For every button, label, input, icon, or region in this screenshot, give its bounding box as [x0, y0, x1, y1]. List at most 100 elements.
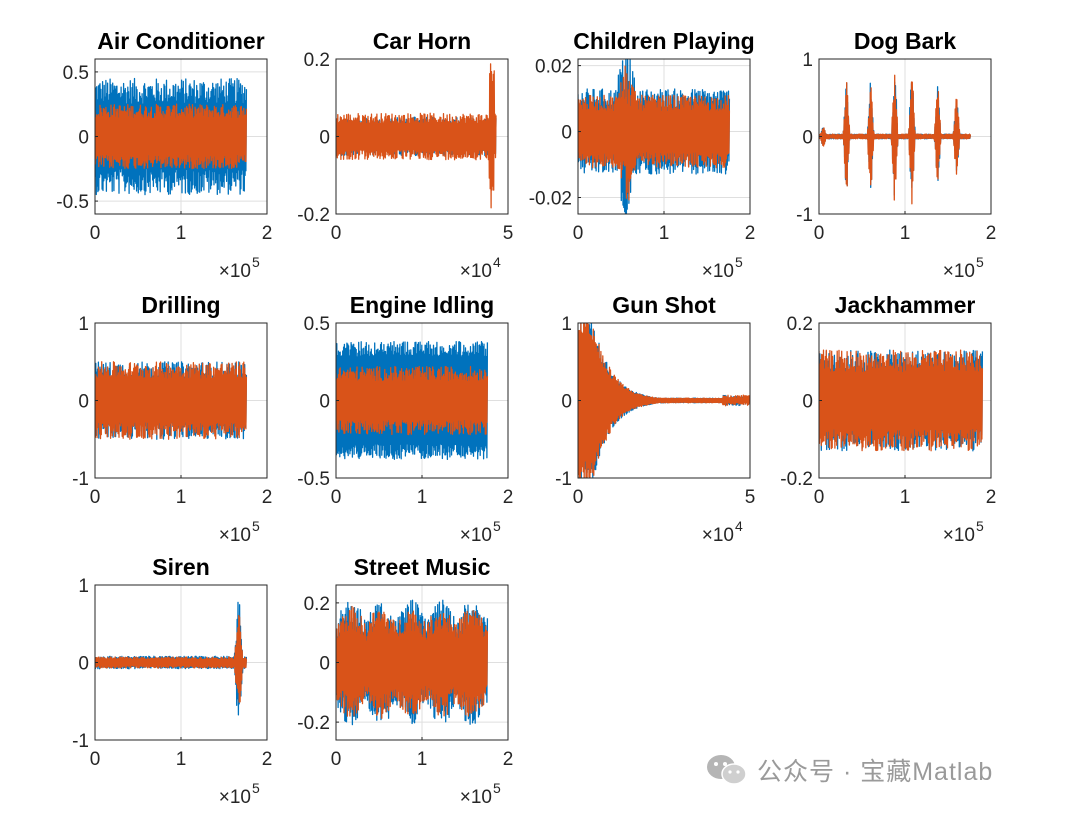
y-tick-label: 1: [561, 314, 572, 335]
plot-title: Gun Shot: [612, 292, 716, 318]
waveforms: [578, 59, 731, 214]
series-line-channel-2: [95, 361, 248, 440]
x-tick-label: 0: [814, 223, 825, 244]
plot-title: Jackhammer: [835, 292, 976, 318]
x-scale-factor: ×10: [702, 525, 734, 546]
x-scale-exponent: 4: [493, 254, 501, 270]
y-tick-label: 0: [561, 392, 572, 413]
x-tick-label: 0: [331, 223, 342, 244]
y-tick-label: 0: [802, 128, 813, 149]
waveforms: [336, 599, 489, 726]
y-tick-label: 0.2: [304, 50, 330, 71]
series-line-channel-2: [578, 323, 750, 478]
y-tick-label: 0: [78, 392, 89, 413]
x-tick-label: 5: [745, 487, 756, 508]
x-scale-exponent: 5: [252, 254, 260, 270]
x-tick-label: 1: [900, 487, 911, 508]
series-line-channel-2: [336, 605, 489, 719]
x-tick-label: 2: [986, 223, 997, 244]
y-tick-label: 0: [78, 128, 89, 149]
x-scale-factor: ×10: [219, 525, 251, 546]
x-scale-factor: ×10: [460, 525, 492, 546]
y-tick-label: 0: [802, 392, 813, 413]
x-tick-label: 0: [573, 487, 584, 508]
x-scale-exponent: 5: [976, 518, 984, 534]
x-tick-label: 1: [176, 749, 187, 770]
y-tick-label: 0.02: [535, 57, 572, 78]
plot-title: Engine Idling: [350, 292, 494, 318]
series-line-channel-2: [95, 103, 248, 170]
plot-title: Siren: [152, 554, 210, 580]
y-tick-label: 0.5: [63, 63, 89, 84]
x-scale-factor: ×10: [943, 261, 975, 282]
y-tick-label: 0: [78, 654, 89, 675]
x-tick-label: 0: [90, 487, 101, 508]
x-scale-exponent: 5: [735, 254, 743, 270]
y-tick-label: 1: [78, 314, 89, 335]
waveforms: [819, 349, 984, 452]
x-scale-factor: ×10: [219, 261, 251, 282]
series-line-channel-1: [95, 77, 248, 196]
series-line-channel-2: [336, 63, 497, 209]
x-tick-label: 1: [176, 223, 187, 244]
x-scale-exponent: 5: [252, 780, 260, 796]
x-scale-factor: ×10: [219, 787, 251, 808]
y-tick-label: 0: [319, 654, 330, 675]
x-scale-factor: ×10: [702, 261, 734, 282]
waveforms: [578, 323, 750, 478]
x-scale-exponent: 5: [493, 780, 501, 796]
waveforms: [95, 601, 248, 716]
x-tick-label: 2: [262, 749, 273, 770]
y-tick-label: -0.2: [780, 469, 813, 490]
y-tick-label: 0.2: [304, 594, 330, 615]
y-tick-label: -1: [72, 731, 89, 752]
series-line-channel-2: [578, 65, 731, 201]
x-scale-exponent: 5: [493, 518, 501, 534]
y-tick-label: -0.02: [529, 189, 572, 210]
x-tick-label: 1: [659, 223, 670, 244]
watermark-text: 公众号 · 宝藏Matlab: [757, 758, 994, 786]
watermark: 公众号 · 宝藏Matlab: [705, 752, 993, 788]
x-tick-label: 0: [573, 223, 584, 244]
x-scale-exponent: 5: [252, 518, 260, 534]
y-tick-label: 0: [561, 123, 572, 144]
waveforms: [95, 361, 248, 440]
x-tick-label: 1: [176, 487, 187, 508]
plot-title: Street Music: [354, 554, 491, 580]
y-tick-label: -1: [555, 469, 572, 490]
y-tick-label: -0.5: [297, 469, 330, 490]
series-line-channel-2: [819, 349, 984, 452]
waveforms: [336, 63, 497, 209]
wechat-icon: [707, 755, 747, 785]
x-tick-label: 1: [417, 749, 428, 770]
y-tick-label: 0: [319, 392, 330, 413]
x-tick-label: 5: [503, 223, 514, 244]
x-tick-label: 2: [503, 487, 514, 508]
x-tick-label: 0: [331, 749, 342, 770]
x-tick-label: 2: [262, 223, 273, 244]
y-tick-label: -0.2: [297, 205, 330, 226]
plot-title: Drilling: [141, 292, 220, 318]
y-tick-label: -0.5: [56, 192, 89, 213]
y-tick-label: 1: [802, 50, 813, 71]
x-scale-factor: ×10: [943, 525, 975, 546]
series-line-channel-1: [336, 340, 489, 461]
series-line-channel-2: [819, 74, 972, 205]
y-tick-label: -1: [72, 469, 89, 490]
x-tick-label: 1: [417, 487, 428, 508]
y-tick-label: 0: [319, 128, 330, 149]
y-tick-label: -0.2: [297, 713, 330, 734]
waveforms: [819, 74, 972, 205]
x-scale-exponent: 4: [735, 518, 743, 534]
y-tick-label: 0.2: [787, 314, 813, 335]
x-tick-label: 1: [900, 223, 911, 244]
